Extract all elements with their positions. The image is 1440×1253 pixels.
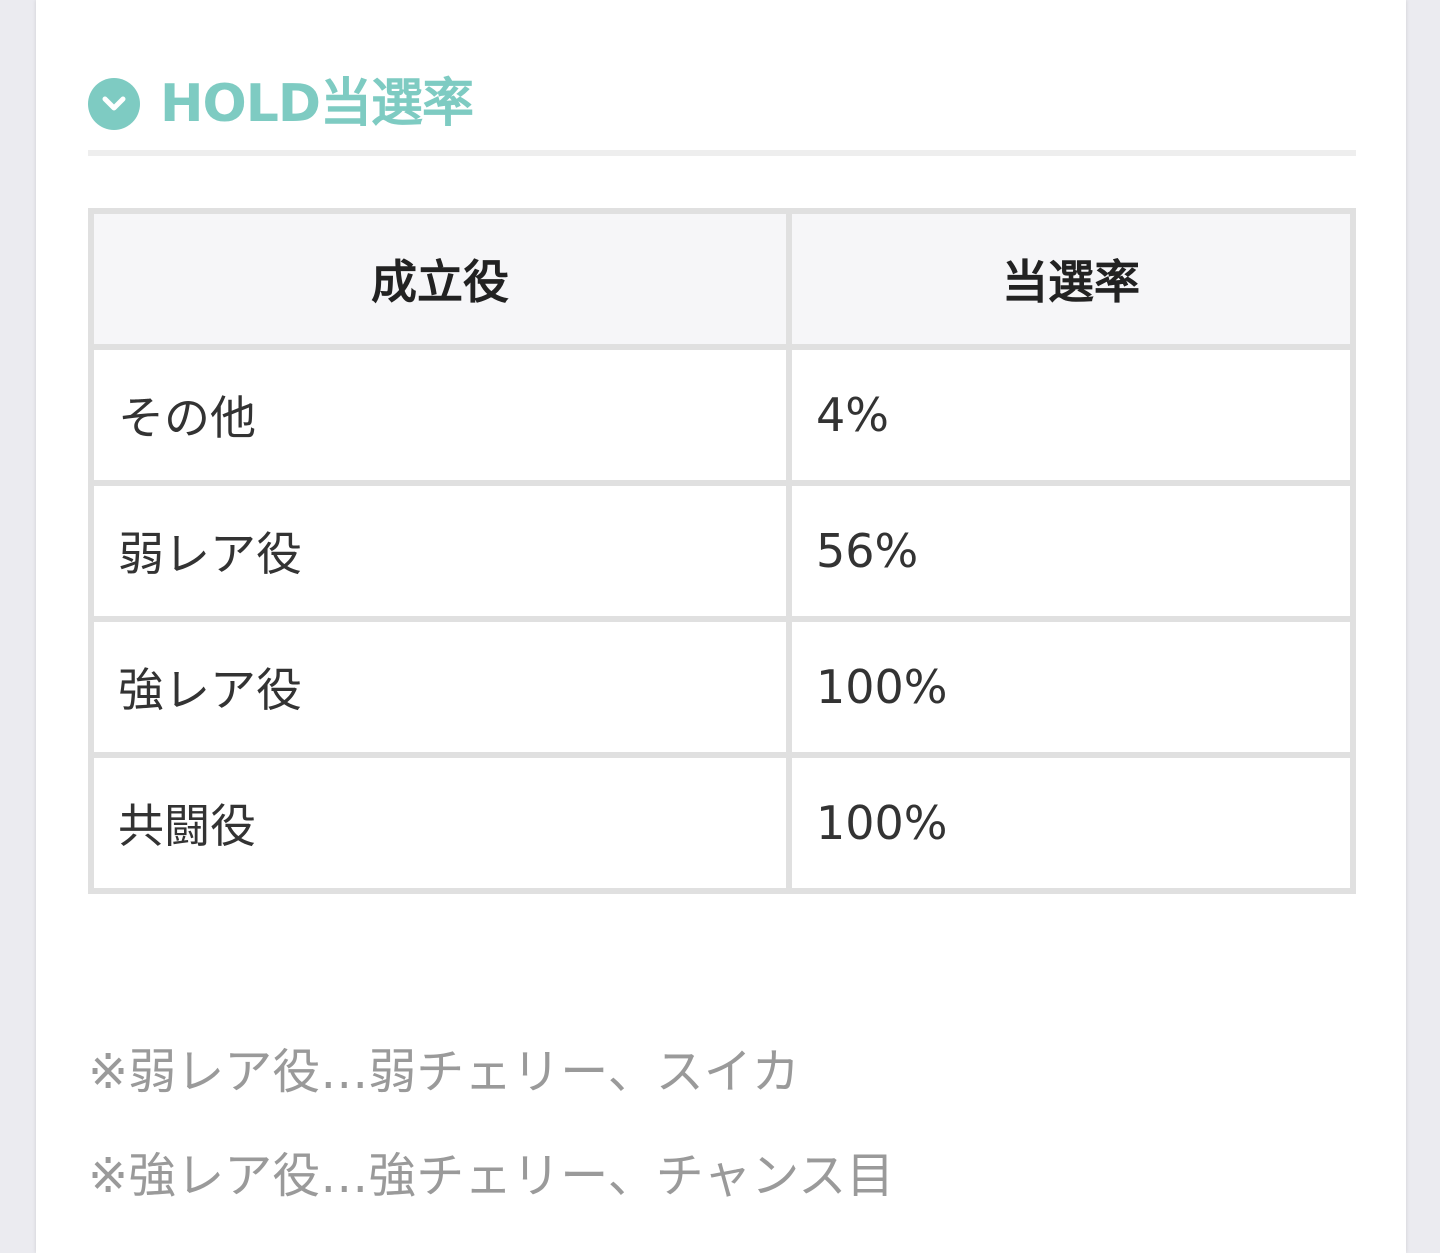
footnote-strong-rare: ※強レア役…強チェリー、チャンス目 <box>88 1148 895 1204</box>
table-row: 共闘役 100% <box>88 752 1356 894</box>
table-row: 強レア役 100% <box>88 616 1356 758</box>
footnotes: ※弱レア役…弱チェリー、スイカ ※強レア役…強チェリー、チャンス目 <box>88 1020 1356 1228</box>
chevron-down-circle-icon <box>88 78 140 130</box>
column-header-rate: 当選率 <box>786 208 1356 350</box>
rate-cell: 56% <box>786 480 1356 622</box>
role-cell: 強レア役 <box>88 616 792 758</box>
table-row: その他 4% <box>88 344 1356 486</box>
role-cell: その他 <box>88 344 792 486</box>
footnote-weak-rare: ※弱レア役…弱チェリー、スイカ <box>88 1044 800 1100</box>
role-cell: 弱レア役 <box>88 480 792 622</box>
heading-divider <box>88 150 1356 156</box>
rate-cell: 100% <box>786 616 1356 758</box>
content-card: HOLD当選率 成立役 当選率 その他 4% 弱レア役 56% 強レア役 1 <box>36 0 1406 1253</box>
section-heading: HOLD当選率 <box>88 72 474 136</box>
table-row: 弱レア役 56% <box>88 480 1356 622</box>
rate-cell: 4% <box>786 344 1356 486</box>
rate-cell: 100% <box>786 752 1356 894</box>
column-header-role: 成立役 <box>88 208 792 350</box>
section-title: HOLD当選率 <box>160 74 474 134</box>
table-header-row: 成立役 当選率 <box>88 208 1356 350</box>
role-cell: 共闘役 <box>88 752 792 894</box>
hold-rate-table: 成立役 当選率 その他 4% 弱レア役 56% 強レア役 100% 共闘役 10… <box>88 208 1356 894</box>
